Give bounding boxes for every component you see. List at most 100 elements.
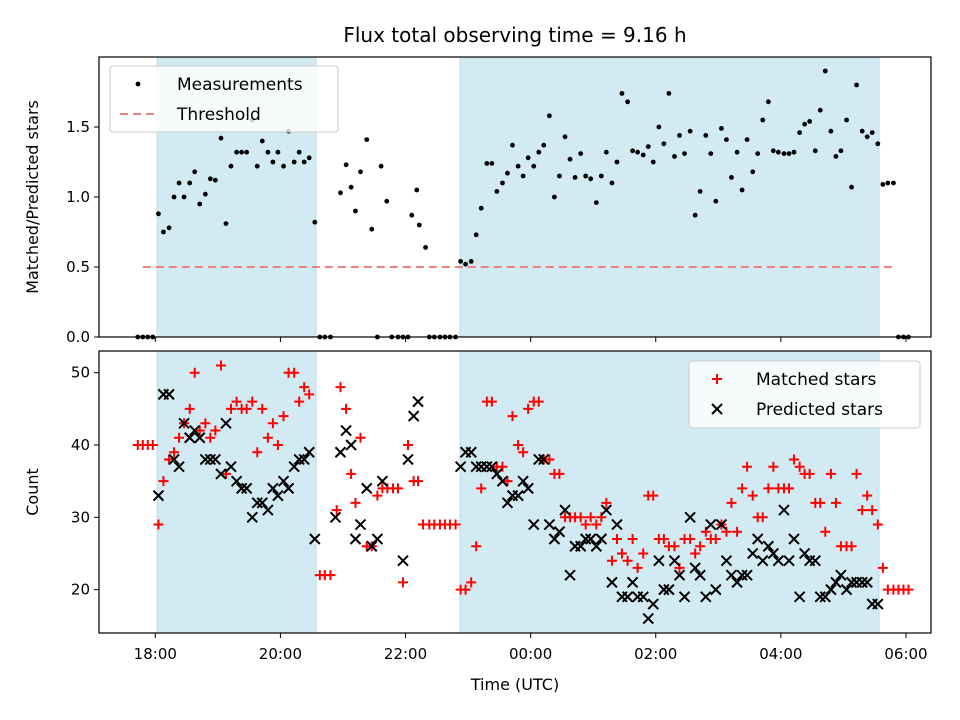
predicted-point (673, 569, 686, 581)
measurement-point (478, 205, 484, 211)
measurement-point (572, 175, 578, 180)
matched-point (278, 411, 289, 422)
measurement-point (713, 198, 719, 204)
measurement-point (687, 128, 693, 134)
measurement-point (885, 180, 891, 186)
predicted-point (376, 475, 389, 487)
measurement-point (875, 141, 881, 147)
x-tick-label: 00:00 (509, 645, 552, 663)
measurement-point (536, 149, 542, 155)
matched-point (820, 526, 831, 537)
measurement-point (567, 156, 573, 162)
predicted-point (371, 533, 384, 545)
predicted-point (564, 569, 576, 581)
measurement-point (176, 180, 182, 186)
matched-point (585, 512, 596, 523)
matched-point (346, 468, 357, 479)
predicted-point (486, 460, 498, 473)
matched-point (742, 461, 753, 472)
matched-point (158, 476, 169, 487)
matched-point (502, 476, 513, 487)
legend: Matched stars Predicted stars (688, 360, 921, 429)
measurement-point (760, 117, 766, 123)
predicted-point (407, 410, 420, 422)
predicted-point (272, 489, 284, 502)
measurement-point (786, 151, 792, 157)
measurement-point (202, 191, 208, 197)
measurement-point (414, 187, 420, 193)
predicted-point (354, 518, 367, 531)
matched-point (867, 505, 878, 516)
predicted-point (277, 475, 290, 487)
measurement-point (484, 161, 490, 166)
legend-box (688, 360, 921, 429)
matched-point (460, 584, 471, 595)
measurement-point (724, 137, 729, 143)
x-tick-label: 22:00 (384, 645, 427, 663)
measurement-point (859, 128, 865, 134)
matched-point (294, 396, 305, 407)
predicted-point (819, 591, 831, 603)
measurement-point (306, 155, 312, 161)
measurement-point (791, 149, 797, 155)
predicted-point (267, 482, 279, 495)
measurement-point (672, 154, 677, 159)
matched-point (601, 497, 612, 508)
matched-point (267, 418, 278, 429)
measurement-point (171, 194, 177, 200)
measurement-point (505, 170, 510, 176)
predicted-point (349, 533, 362, 545)
predicted-point (668, 554, 681, 567)
measurement-point (239, 149, 245, 155)
matched-point (325, 570, 336, 581)
predicted-point (845, 576, 858, 589)
matched-point (726, 497, 737, 508)
matched-point (685, 534, 696, 544)
measurement-point (640, 152, 646, 158)
x-tick-label: 06:00 (884, 645, 927, 663)
predicted-point (465, 446, 477, 458)
measurement-point (500, 180, 505, 186)
predicted-point (872, 598, 884, 610)
measurement-point (468, 259, 474, 264)
matched-point (846, 541, 857, 552)
y-tick-label: 30 (71, 508, 90, 526)
predicted-point (835, 569, 847, 581)
predicted-point (543, 518, 556, 531)
matched-point (241, 403, 252, 414)
predicted-point (163, 388, 175, 401)
measurement-point (463, 261, 468, 267)
predicted-point (590, 540, 603, 552)
measurement-point (891, 180, 896, 186)
predicted-point (173, 460, 185, 473)
measurement-point (750, 169, 756, 175)
legend-marker (712, 374, 722, 384)
predicted-point (256, 497, 268, 509)
matched-point (789, 454, 800, 465)
predicted-point (637, 591, 649, 603)
measurement-point (552, 194, 557, 200)
matched-point (164, 454, 175, 465)
x-tick-label: 04:00 (759, 645, 802, 663)
predicted-point (700, 591, 712, 603)
matched-point (575, 512, 586, 523)
measurement-point (770, 148, 776, 154)
matched-point (507, 411, 518, 422)
matched-point (304, 389, 315, 400)
matched-point (513, 440, 524, 450)
measurement-point (630, 148, 636, 154)
measurement-point (197, 201, 203, 207)
measurement-point (645, 144, 651, 150)
predicted-point (584, 533, 597, 545)
predicted-point (778, 504, 790, 516)
predicted-point (528, 518, 540, 531)
measurement-point (844, 117, 849, 123)
measurement-point (578, 151, 584, 157)
matched-point (606, 555, 617, 566)
measurement-point (343, 162, 349, 168)
measurement-point (166, 225, 172, 231)
predicted-point (262, 504, 274, 516)
measurement-point (212, 177, 218, 183)
axes-frame (98, 350, 932, 634)
